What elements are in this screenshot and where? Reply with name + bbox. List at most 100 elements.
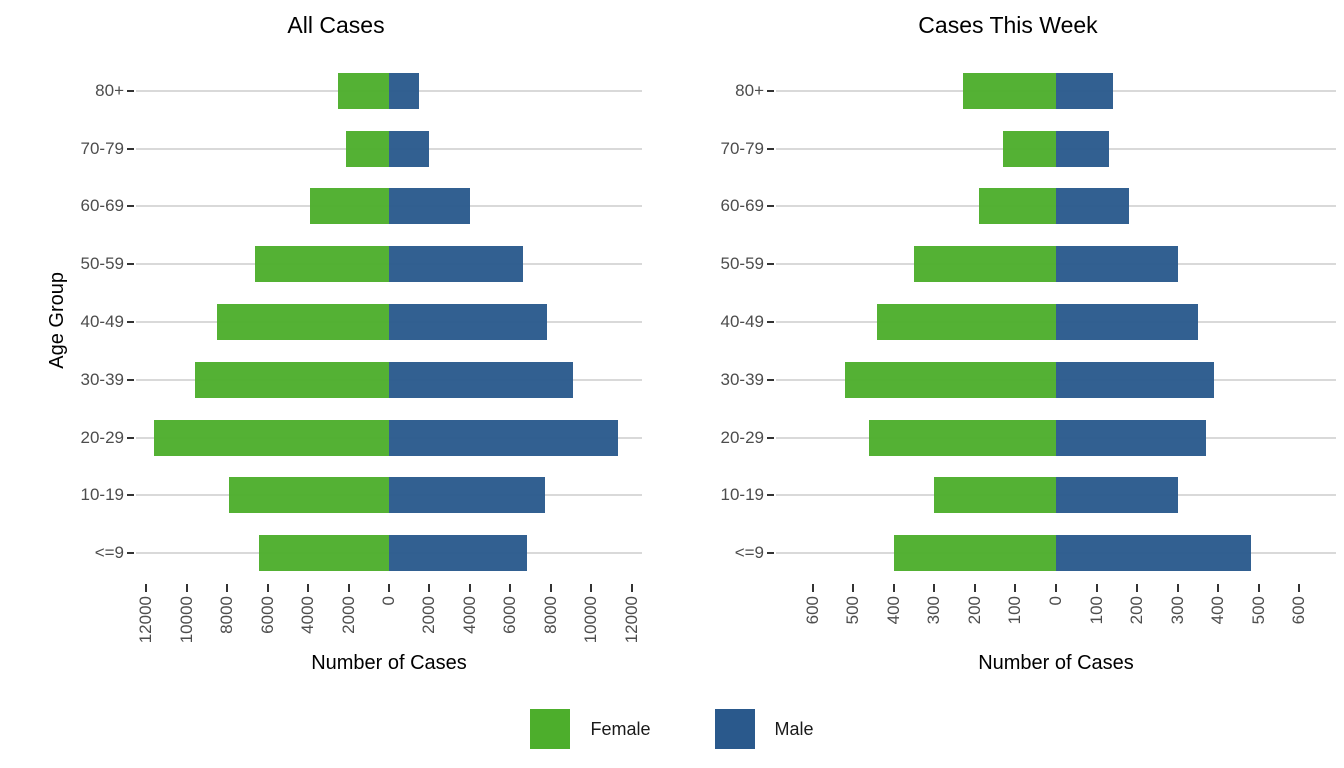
x-axis-tick-label: 2000 (338, 596, 358, 634)
x-axis-tick-label: 600 (802, 596, 822, 625)
x-axis-tick-label: 12000 (136, 596, 156, 644)
x-axis-tick-label: 10000 (176, 596, 196, 644)
age-group-label: <=9 (94, 543, 124, 563)
female-bar (962, 72, 1056, 109)
y-axis-tick (767, 89, 774, 92)
x-axis-tick-label: 400 (883, 596, 903, 625)
age-group-label: 40-49 (80, 312, 124, 331)
age-group-label: 70-79 (720, 138, 764, 158)
y-axis-tick (767, 436, 774, 439)
female-bar (978, 188, 1056, 225)
x-axis-tick-label: 200 (964, 596, 984, 625)
female-bar (338, 72, 389, 109)
male-bar (389, 72, 420, 109)
y-axis-tick (127, 552, 134, 555)
female-bar (1003, 130, 1056, 167)
x-axis-tick (630, 584, 633, 592)
age-group-label: 70-79 (80, 138, 124, 158)
x-axis-tick (509, 584, 512, 592)
x-axis-tick (1055, 584, 1057, 592)
age-group-label: 50-59 (720, 254, 764, 274)
male-bar (1056, 188, 1130, 225)
male-bar (389, 130, 430, 167)
y-axis-tick (127, 89, 134, 92)
x-axis-title-right: Number of Cases (978, 652, 1134, 674)
x-axis-tick (388, 584, 390, 592)
x-axis-tick (1217, 584, 1220, 592)
y-axis-tick (767, 378, 774, 381)
chart-title-all-cases: All Cases (287, 12, 385, 38)
female-bar (877, 304, 1056, 340)
male-bar (1056, 304, 1199, 340)
age-group-label: 60-69 (80, 196, 124, 216)
x-axis-tick-label: 4000 (298, 596, 318, 634)
y-axis-tick (767, 147, 774, 150)
x-axis-tick-label: 0 (379, 596, 398, 606)
age-group-label: 30-39 (80, 369, 124, 389)
y-axis-tick (767, 494, 774, 497)
male-bar (1056, 130, 1109, 167)
x-axis-tick-label: 10000 (581, 596, 601, 644)
x-axis-tick-label: 4000 (459, 596, 479, 634)
female-bar (346, 130, 389, 167)
male-bar (389, 535, 527, 572)
x-axis-tick-label: 100 (1005, 596, 1025, 625)
y-axis-tick (767, 552, 774, 555)
x-axis-tick (1257, 584, 1260, 592)
female-bar (229, 477, 389, 514)
x-axis-tick (226, 584, 229, 592)
x-axis-tick (266, 584, 269, 592)
x-axis-tick (468, 584, 471, 592)
x-axis-tick (549, 584, 552, 592)
y-axis-tick (127, 147, 134, 150)
y-axis-tick (767, 205, 774, 208)
legend-item-male: Male (714, 709, 814, 749)
age-group-label: 10-19 (720, 485, 764, 505)
male-bar (389, 419, 618, 456)
x-axis-tick (1136, 584, 1139, 592)
legend-label-male: Male (774, 718, 814, 739)
y-axis-tick (127, 436, 134, 439)
female-bar (869, 419, 1056, 456)
y-axis-tick (127, 494, 134, 497)
age-group-label: 60-69 (720, 196, 764, 216)
x-axis-tick-label: 300 (1167, 596, 1187, 625)
age-group-label: 30-39 (720, 369, 764, 389)
x-axis-tick (1095, 584, 1098, 592)
male-bar (1056, 361, 1215, 398)
male-bar (1056, 72, 1113, 109)
female-bar (259, 535, 389, 572)
male-bar (389, 361, 574, 398)
x-axis-tick (973, 584, 976, 592)
female-bar (913, 246, 1056, 283)
female-bar (194, 361, 389, 398)
x-axis-tick-label: 500 (843, 596, 863, 625)
x-axis-tick-label: 12000 (621, 596, 641, 644)
male-bar (389, 304, 547, 340)
x-axis-tick (811, 584, 814, 592)
male-bar (1056, 246, 1178, 283)
x-axis-tick (852, 584, 855, 592)
x-axis-tick (1298, 584, 1301, 592)
x-axis-tick-label: 6000 (500, 596, 520, 634)
male-bar (389, 246, 523, 283)
legend-item-female: Female (530, 709, 651, 749)
x-axis-tick-label: 200 (1127, 596, 1147, 625)
female-bar (844, 361, 1056, 398)
x-axis-tick-label: 600 (1289, 596, 1309, 625)
female-bar (934, 477, 1056, 514)
age-group-label: <=9 (734, 543, 764, 563)
age-group-label: 20-29 (720, 427, 764, 447)
x-axis-tick-label: 100 (1086, 596, 1106, 625)
x-axis-tick-label: 6000 (257, 596, 277, 634)
x-axis-tick (892, 584, 895, 592)
x-axis-tick (185, 584, 188, 592)
x-axis-tick-label: 0 (1046, 596, 1065, 606)
x-axis-tick-label: 8000 (540, 596, 560, 634)
y-axis-tick (127, 321, 134, 323)
x-axis-title-left: Number of Cases (311, 652, 467, 674)
y-axis-tick (767, 263, 774, 266)
male-bar (1056, 535, 1251, 572)
male-bar (389, 188, 470, 225)
